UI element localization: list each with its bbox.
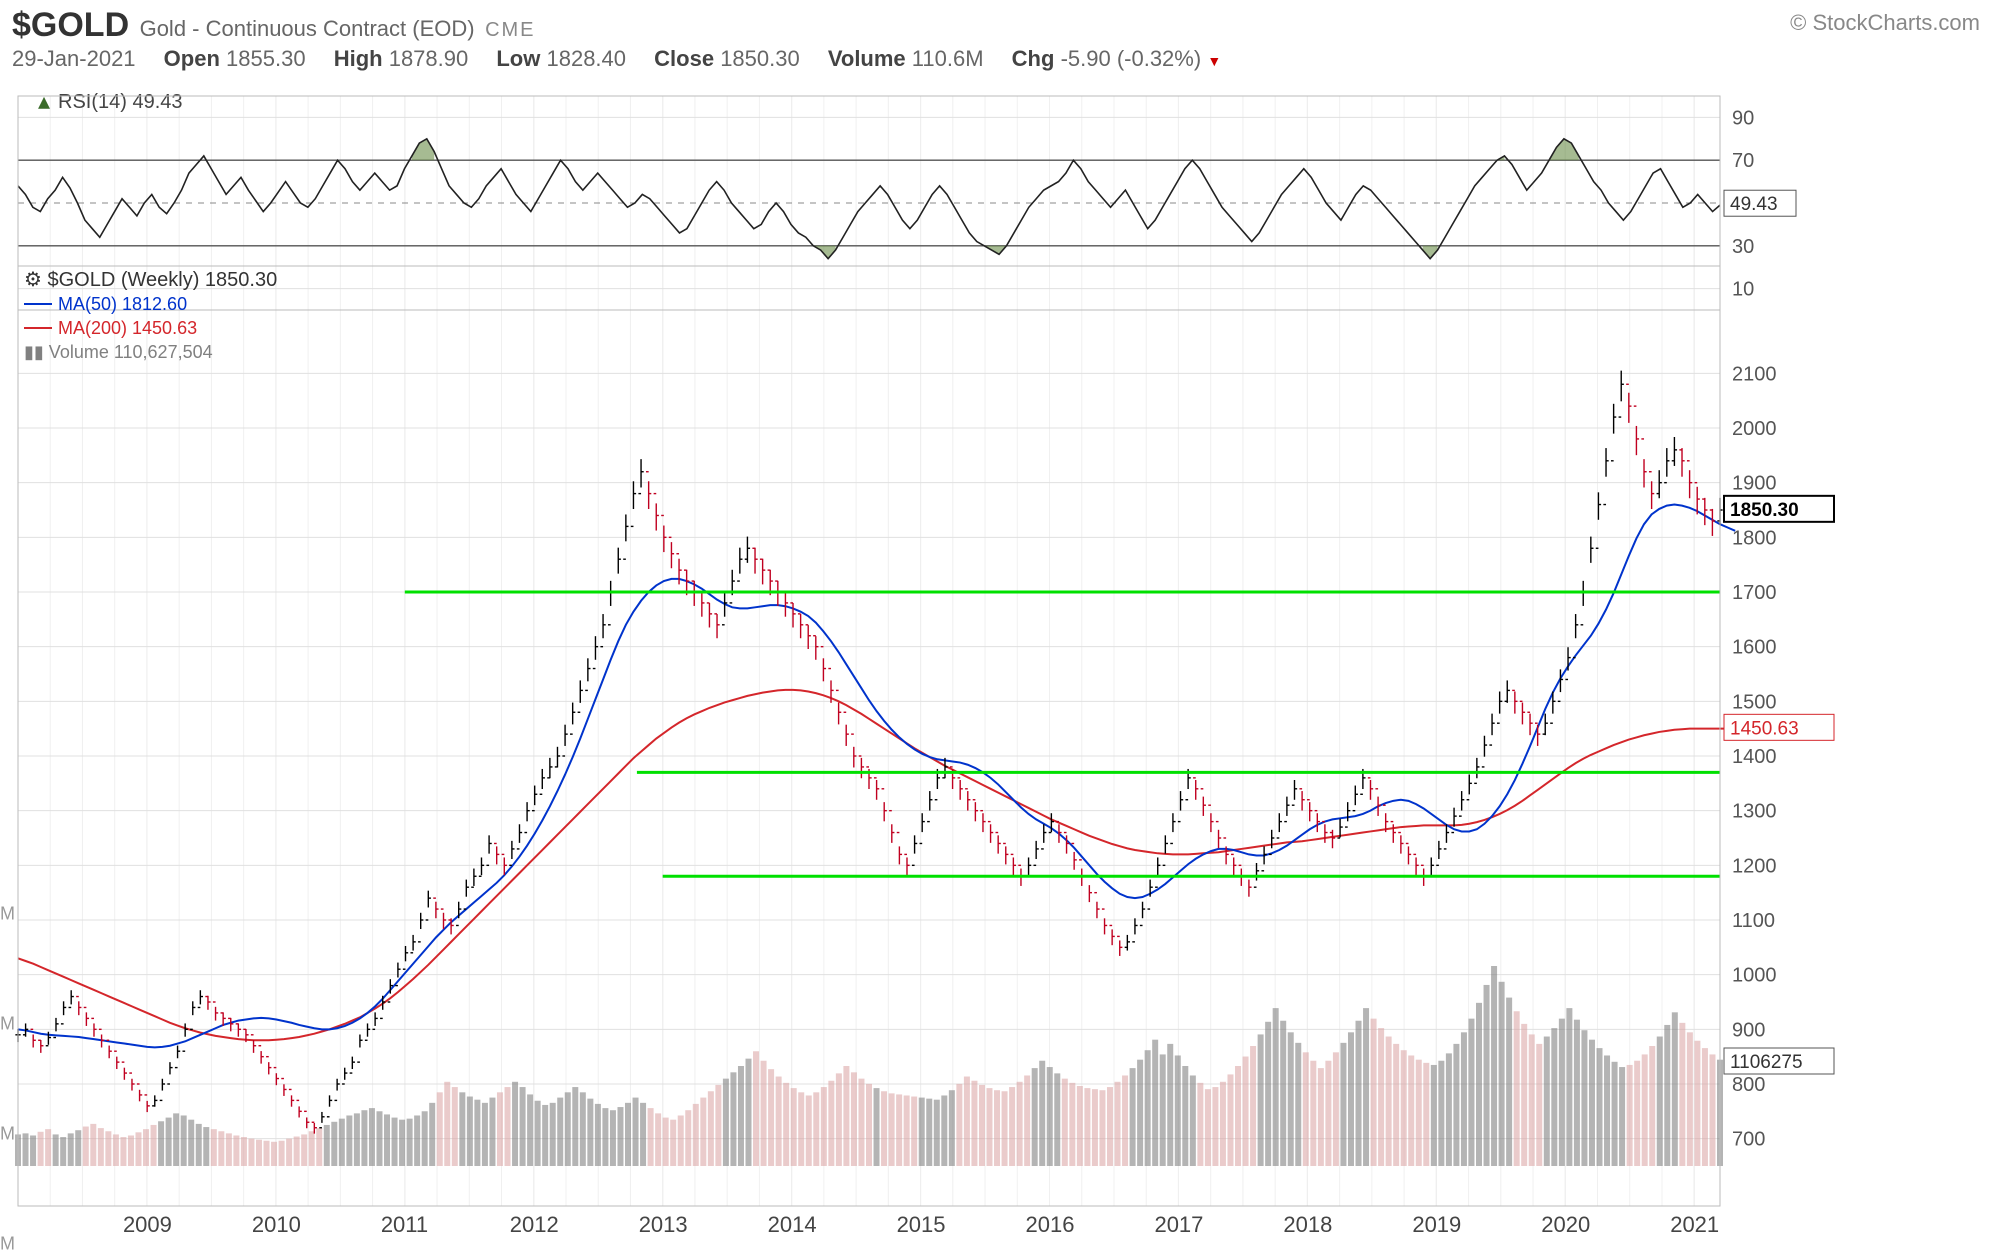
chg-down-icon: ▼ — [1207, 53, 1221, 69]
ticker-symbol: $GOLD — [12, 6, 129, 44]
attribution: © StockCharts.com — [1790, 10, 1980, 36]
svg-text:2018: 2018 — [1283, 1212, 1332, 1237]
vol-val: 110.6M — [912, 46, 984, 71]
svg-text:30: 30 — [1732, 236, 1754, 258]
svg-text:2013: 2013 — [639, 1212, 688, 1237]
svg-text:2020: 2020 — [1541, 1212, 1590, 1237]
svg-text:2011: 2011 — [381, 1212, 428, 1237]
svg-text:1500: 1500 — [1732, 691, 1777, 713]
svg-text:2019: 2019 — [1412, 1212, 1461, 1237]
svg-text:2021: 2021 — [1670, 1212, 1719, 1237]
svg-text:1900: 1900 — [1732, 473, 1777, 495]
high-val: 1878.90 — [389, 46, 469, 71]
svg-text:1600: 1600 — [1732, 637, 1777, 659]
svg-text:1200: 1200 — [1732, 855, 1777, 877]
svg-text:2014: 2014 — [768, 1212, 817, 1237]
svg-text:2000: 2000 — [1732, 418, 1777, 440]
high-lbl: High — [334, 46, 383, 71]
svg-text:▲: ▲ — [38, 89, 50, 113]
svg-text:700: 700 — [1732, 1129, 1765, 1151]
stock-chart: 10 30 70 90 ▲ RSI(14) 49.43 49.43 700 800 900 1000… — [0, 86, 2004, 1258]
svg-text:MA(50) 1812.60: MA(50) 1812.60 — [58, 294, 187, 314]
close-lbl: Close — [654, 46, 714, 71]
svg-text:2016: 2016 — [1026, 1212, 1075, 1237]
svg-text:MA(200) 1450.63: MA(200) 1450.63 — [58, 318, 197, 338]
svg-text:M: M — [0, 1233, 15, 1253]
close-val: 1850.30 — [720, 46, 800, 71]
svg-text:800: 800 — [1732, 1074, 1765, 1096]
svg-text:2100: 2100 — [1732, 363, 1777, 385]
svg-text:2009: 2009 — [123, 1212, 172, 1237]
svg-text:2010: 2010 — [252, 1212, 301, 1237]
chart-header: $GOLD Gold - Continuous Contract (EOD) C… — [12, 6, 536, 45]
svg-text:1300: 1300 — [1732, 801, 1777, 823]
svg-text:M: M — [0, 1123, 15, 1143]
svg-text:1000: 1000 — [1732, 965, 1777, 987]
ohlc-row: 29-Jan-2021 Open 1855.30 High 1878.90 Lo… — [12, 46, 1221, 72]
svg-text:49.43: 49.43 — [1730, 194, 1778, 215]
svg-text:▮▮ Volume 110,627,504: ▮▮ Volume 110,627,504 — [24, 342, 213, 362]
open-lbl: Open — [164, 46, 220, 71]
svg-text:10: 10 — [1732, 279, 1754, 301]
low-lbl: Low — [496, 46, 540, 71]
vol-lbl: Volume — [828, 46, 906, 71]
ticker-desc: Gold - Continuous Contract (EOD) — [140, 16, 475, 41]
open-val: 1855.30 — [226, 46, 306, 71]
svg-text:1106275: 1106275 — [1730, 1052, 1803, 1073]
svg-text:M: M — [0, 1013, 15, 1033]
svg-text:RSI(14) 49.43: RSI(14) 49.43 — [58, 91, 183, 113]
exchange-label: CME — [485, 19, 535, 41]
svg-text:M: M — [0, 903, 15, 923]
svg-text:2015: 2015 — [897, 1212, 946, 1237]
date-label: 29-Jan-2021 — [12, 46, 136, 71]
svg-text:2012: 2012 — [510, 1212, 559, 1237]
svg-text:70: 70 — [1732, 150, 1754, 172]
svg-text:900: 900 — [1732, 1019, 1765, 1041]
low-val: 1828.40 — [546, 46, 626, 71]
chg-val: -5.90 (-0.32%) — [1061, 46, 1202, 71]
svg-text:1850.30: 1850.30 — [1730, 500, 1799, 521]
svg-text:1100: 1100 — [1732, 910, 1775, 932]
svg-text:2017: 2017 — [1154, 1212, 1203, 1237]
svg-text:90: 90 — [1732, 107, 1754, 129]
svg-text:1800: 1800 — [1732, 527, 1777, 549]
chg-lbl: Chg — [1012, 46, 1055, 71]
svg-text:⚙ $GOLD (Weekly) 1850.30: ⚙ $GOLD (Weekly) 1850.30 — [24, 269, 277, 291]
svg-text:1400: 1400 — [1732, 746, 1777, 768]
svg-text:1450.63: 1450.63 — [1730, 718, 1799, 739]
svg-text:1700: 1700 — [1732, 582, 1777, 604]
